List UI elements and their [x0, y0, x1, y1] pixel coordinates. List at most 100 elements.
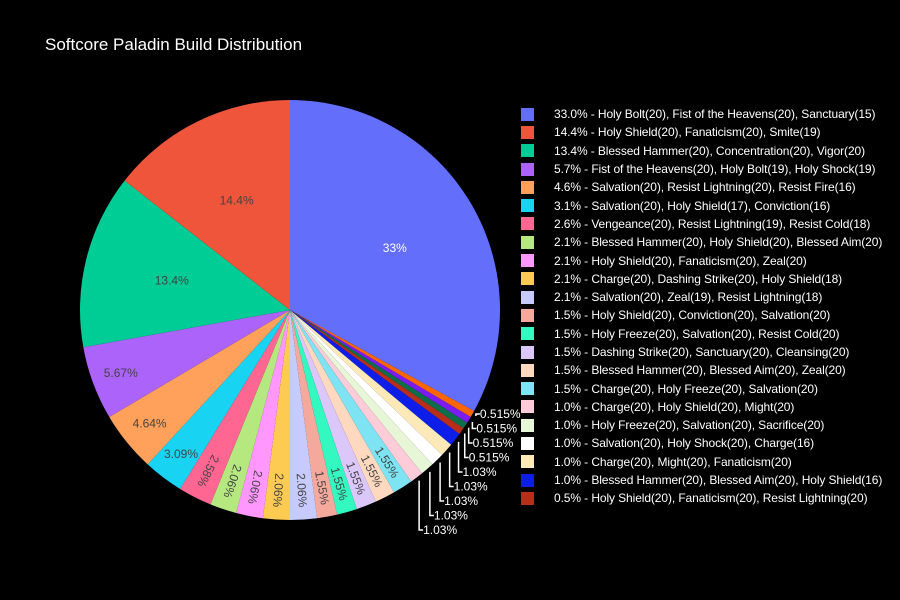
legend-item[interactable]: 2.6% - Vengeance(20), Resist Lightning(1…	[521, 215, 882, 233]
legend-item[interactable]: 1.0% - Salvation(20), Holy Shock(20), Ch…	[521, 434, 882, 452]
legend-label: 2.6% - Vengeance(20), Resist Lightning(1…	[554, 216, 871, 231]
slice-label: 2.06%	[294, 473, 310, 508]
pie-slice[interactable]	[109, 310, 290, 465]
pie-slice[interactable]	[290, 310, 452, 455]
legend-swatch-icon	[521, 418, 534, 432]
legend-label: 0.5% - Holy Shield(20), Fanaticism(20), …	[554, 491, 868, 506]
legend-swatch-icon	[521, 272, 534, 286]
pie-slice[interactable]	[290, 310, 433, 474]
slice-label: 0.515%	[469, 451, 510, 465]
legend-swatch-icon	[521, 254, 534, 268]
legend-label: 2.1% - Charge(20), Dashing Strike(20), H…	[554, 271, 843, 286]
legend-swatch-icon	[521, 455, 534, 469]
pie-slice[interactable]	[236, 310, 290, 519]
legend-item[interactable]: 1.5% - Holy Shield(20), Conviction(20), …	[521, 306, 882, 324]
slice-label: 14.4%	[220, 194, 254, 208]
slice-label: 0.515%	[473, 436, 514, 450]
legend-item[interactable]: 2.1% - Holy Shield(20), Fanaticism(20), …	[521, 251, 882, 269]
slice-label: 13.4%	[155, 274, 189, 288]
pie-slice[interactable]	[290, 310, 475, 417]
pie-slice[interactable]	[290, 310, 318, 520]
legend-item[interactable]: 2.1% - Blessed Hammer(20), Holy Shield(2…	[521, 233, 882, 251]
pie-slice[interactable]	[290, 310, 443, 465]
legend-label: 1.5% - Holy Shield(20), Conviction(20), …	[554, 308, 831, 323]
legend-label: 4.6% - Salvation(20), Resist Lightning(2…	[554, 180, 856, 195]
legend-label: 14.4% - Holy Shield(20), Fanaticism(20),…	[554, 125, 821, 140]
slice-label: 2.06%	[245, 469, 265, 505]
legend-item[interactable]: 1.0% - Charge(20), Might(20), Fanaticism…	[521, 453, 882, 471]
legend-label: 33.0% - Holy Bolt(20), Fist of the Heave…	[554, 107, 876, 122]
slice-label: 0.515%	[476, 422, 517, 436]
legend-swatch-icon	[521, 125, 534, 139]
legend-item[interactable]: 1.5% - Holy Freeze(20), Salvation(20), R…	[521, 325, 882, 343]
pie-slice[interactable]	[124, 100, 290, 310]
legend-label: 1.5% - Blessed Hammer(20), Blessed Aim(2…	[554, 363, 846, 378]
pie-slice[interactable]	[290, 310, 412, 493]
legend-swatch-icon	[521, 382, 534, 396]
legend-swatch-icon	[521, 345, 534, 359]
legend-swatch-icon	[521, 400, 534, 414]
pie-slice[interactable]	[147, 310, 290, 489]
legend-swatch-icon	[521, 473, 534, 487]
leader-line	[463, 433, 469, 459]
legend-item[interactable]: 14.4% - Holy Shield(20), Fanaticism(20),…	[521, 123, 882, 141]
pie-slice[interactable]	[290, 310, 460, 445]
slice-label: 1.55%	[312, 470, 332, 506]
legend-item[interactable]: 1.0% - Charge(20), Holy Shield(20), Migh…	[521, 398, 882, 416]
slice-label: 1.03%	[454, 480, 488, 494]
legend-label: 2.1% - Salvation(20), Zeal(19), Resist L…	[554, 290, 823, 305]
slice-label: 1.03%	[444, 494, 478, 508]
pie-slice[interactable]	[290, 310, 395, 502]
legend-item[interactable]: 33.0% - Holy Bolt(20), Fist of the Heave…	[521, 105, 882, 123]
legend-item[interactable]: 5.7% - Fist of the Heavens(20), Holy Bol…	[521, 160, 882, 178]
legend-item[interactable]: 3.1% - Salvation(20), Holy Shield(17), C…	[521, 196, 882, 214]
pie-slice[interactable]	[290, 310, 468, 429]
legend-item[interactable]: 1.5% - Blessed Hammer(20), Blessed Aim(2…	[521, 361, 882, 379]
legend-item[interactable]: 0.5% - Holy Shield(20), Fanaticism(20), …	[521, 489, 882, 507]
legend-item[interactable]: 4.6% - Salvation(20), Resist Lightning(2…	[521, 178, 882, 196]
legend-label: 13.4% - Blessed Hammer(20), Concentratio…	[554, 143, 865, 158]
legend-swatch-icon	[521, 491, 534, 505]
pie-slice[interactable]	[262, 310, 290, 520]
legend-label: 2.1% - Blessed Hammer(20), Holy Shield(2…	[554, 235, 883, 250]
pie-slice[interactable]	[290, 310, 338, 519]
legend-item[interactable]: 2.1% - Charge(20), Dashing Strike(20), H…	[521, 270, 882, 288]
legend-item[interactable]: 2.1% - Salvation(20), Zeal(19), Resist L…	[521, 288, 882, 306]
legend-swatch-icon	[521, 327, 534, 341]
pie-slice[interactable]	[210, 310, 290, 513]
legend-item[interactable]: 1.5% - Dashing Strike(20), Sanctuary(20)…	[521, 343, 882, 361]
legend-label: 1.5% - Charge(20), Holy Freeze(20), Salv…	[554, 381, 818, 396]
pie-slice[interactable]	[290, 310, 464, 434]
pie-slice[interactable]	[290, 310, 357, 515]
slice-label: 5.67%	[104, 366, 138, 380]
legend-item[interactable]: 1.0% - Holy Freeze(20), Salvation(20), S…	[521, 416, 882, 434]
legend: 33.0% - Holy Bolt(20), Fist of the Heave…	[521, 105, 882, 508]
legend-item[interactable]: 1.0% - Blessed Hammer(20), Blessed Aim(2…	[521, 471, 882, 489]
pie-slice[interactable]	[290, 100, 500, 412]
leader-line	[448, 452, 454, 488]
pie-slice[interactable]	[290, 310, 471, 423]
legend-item[interactable]: 13.4% - Blessed Hammer(20), Concentratio…	[521, 142, 882, 160]
leader-line	[475, 413, 480, 416]
legend-label: 1.0% - Salvation(20), Holy Shock(20), Ch…	[554, 436, 814, 451]
legend-swatch-icon	[521, 436, 534, 450]
leader-line	[457, 441, 463, 473]
pie-slice[interactable]	[83, 310, 290, 417]
legend-swatch-icon	[521, 217, 534, 231]
pie-slice[interactable]	[290, 310, 423, 482]
legend-label: 1.5% - Dashing Strike(20), Sanctuary(20)…	[554, 345, 850, 359]
slice-label: 1.03%	[434, 509, 468, 523]
pie-slice[interactable]	[180, 310, 290, 505]
legend-label: 1.0% - Charge(20), Might(20), Fanaticism…	[554, 454, 792, 469]
pie-slice[interactable]	[290, 310, 376, 510]
legend-swatch-icon	[521, 199, 534, 213]
legend-label: 1.5% - Holy Freeze(20), Salvation(20), R…	[554, 326, 840, 341]
legend-item[interactable]: 1.5% - Charge(20), Holy Freeze(20), Salv…	[521, 379, 882, 397]
legend-swatch-icon	[521, 363, 534, 377]
slice-label: 2.06%	[270, 473, 286, 508]
legend-swatch-icon	[521, 308, 534, 322]
pie-slice[interactable]	[79, 180, 290, 348]
legend-swatch-icon	[521, 144, 534, 158]
legend-swatch-icon	[521, 290, 534, 304]
